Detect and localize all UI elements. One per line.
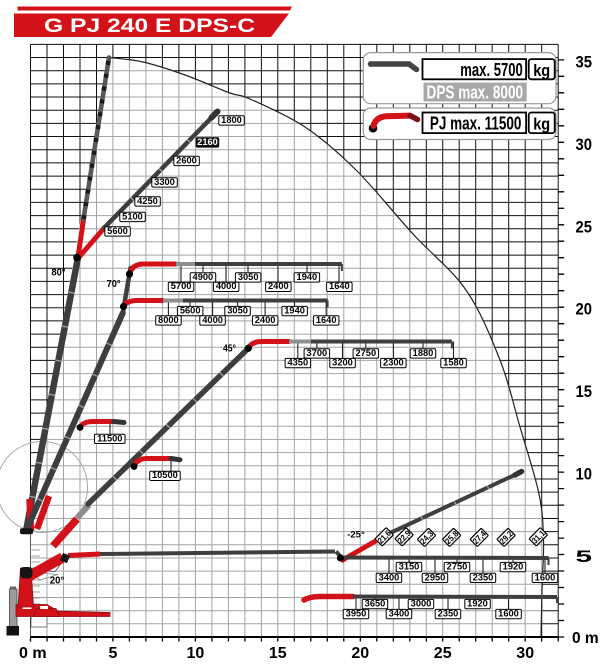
svg-text:kg: kg [533, 115, 550, 134]
svg-text:4000: 4000 [216, 281, 237, 291]
svg-text:3300: 3300 [154, 177, 175, 187]
svg-text:3050: 3050 [227, 305, 248, 315]
svg-text:1880: 1880 [413, 348, 434, 358]
svg-text:2400: 2400 [255, 315, 276, 325]
svg-text:DPS max. 8000: DPS max. 8000 [427, 83, 524, 103]
svg-text:2750: 2750 [355, 348, 376, 358]
svg-text:3650: 3650 [365, 598, 386, 608]
svg-text:4000: 4000 [202, 315, 223, 325]
svg-text:45°: 45° [223, 344, 236, 355]
svg-text:3150: 3150 [399, 561, 420, 571]
svg-text:3400: 3400 [389, 608, 410, 618]
svg-text:35: 35 [576, 52, 593, 71]
svg-text:4250: 4250 [137, 196, 158, 206]
svg-text:5600: 5600 [180, 305, 201, 315]
svg-text:1580: 1580 [443, 357, 464, 367]
svg-text:15: 15 [269, 645, 287, 662]
svg-text:20: 20 [576, 300, 593, 319]
svg-text:5: 5 [108, 645, 117, 662]
svg-text:1920: 1920 [467, 598, 488, 608]
svg-text:1640: 1640 [316, 315, 337, 325]
svg-text:-25°: -25° [347, 530, 365, 541]
svg-text:2300: 2300 [383, 357, 404, 367]
svg-text:2160: 2160 [197, 137, 218, 147]
svg-text:1940: 1940 [297, 272, 318, 282]
svg-text:3950: 3950 [346, 608, 367, 618]
svg-text:5: 5 [576, 547, 593, 566]
svg-text:0 m: 0 m [572, 630, 599, 647]
svg-text:80°: 80° [52, 268, 66, 279]
svg-text:3050: 3050 [238, 272, 259, 282]
svg-text:10: 10 [187, 645, 205, 662]
svg-text:20°: 20° [50, 575, 65, 587]
svg-text:1600: 1600 [498, 608, 519, 618]
svg-text:10500: 10500 [152, 470, 178, 480]
svg-text:1600: 1600 [535, 572, 556, 582]
svg-text:5700: 5700 [171, 281, 192, 291]
svg-text:5600: 5600 [107, 226, 128, 236]
svg-text:2750: 2750 [447, 561, 468, 571]
svg-text:25: 25 [434, 645, 452, 662]
svg-text:0 m: 0 m [19, 645, 47, 662]
svg-text:2350: 2350 [473, 572, 494, 582]
svg-text:10: 10 [576, 465, 593, 484]
svg-text:5100: 5100 [122, 212, 143, 222]
svg-text:3000: 3000 [411, 598, 432, 608]
svg-text:8000: 8000 [158, 315, 179, 325]
svg-text:20: 20 [351, 645, 369, 662]
svg-text:4350: 4350 [287, 357, 308, 367]
svg-text:PJ max. 11500: PJ max. 11500 [430, 114, 522, 134]
svg-text:kg: kg [533, 61, 550, 80]
svg-text:3200: 3200 [332, 357, 353, 367]
svg-text:1640: 1640 [329, 281, 350, 291]
svg-text:30: 30 [516, 645, 534, 662]
svg-text:2350: 2350 [438, 608, 459, 618]
svg-text:4900: 4900 [193, 272, 214, 282]
svg-text:G PJ 240 E DPS-C: G PJ 240 E DPS-C [44, 16, 255, 37]
svg-text:2950: 2950 [425, 572, 446, 582]
svg-text:2400: 2400 [268, 281, 289, 291]
svg-text:2600: 2600 [176, 156, 197, 166]
svg-text:15: 15 [576, 382, 593, 401]
svg-text:1800: 1800 [221, 115, 242, 125]
svg-text:3400: 3400 [379, 572, 400, 582]
svg-text:30: 30 [576, 135, 593, 154]
svg-text:11500: 11500 [97, 433, 122, 443]
svg-text:1940: 1940 [284, 305, 305, 315]
svg-text:70°: 70° [107, 279, 121, 290]
svg-text:max. 5700: max. 5700 [460, 60, 523, 80]
svg-text:3700: 3700 [307, 348, 328, 358]
svg-text:1920: 1920 [503, 561, 524, 571]
svg-text:25: 25 [576, 217, 593, 236]
